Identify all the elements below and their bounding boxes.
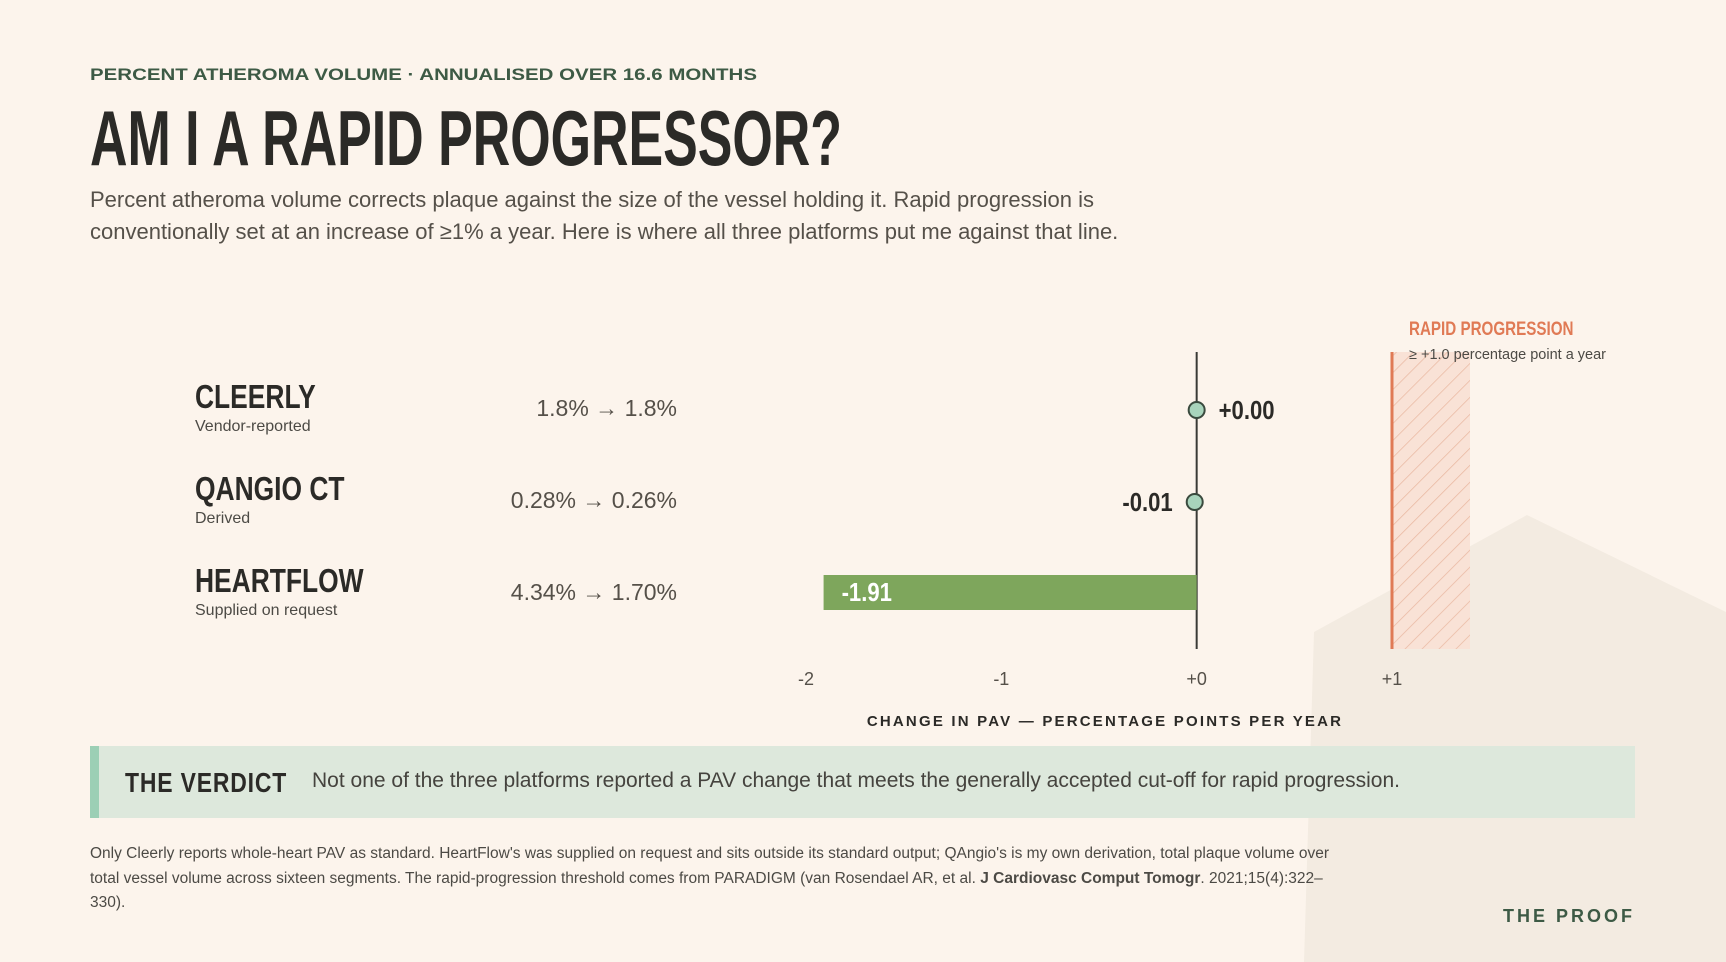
x-tick-label: +1 (1382, 669, 1403, 689)
before-after: 4.34% → 1.70% (511, 579, 677, 605)
verdict-box: THE VERDICT Not one of the three platfor… (90, 746, 1635, 818)
category-note: Derived (195, 510, 250, 527)
threshold-band (1392, 352, 1470, 649)
category-note: Vendor-reported (195, 418, 311, 435)
dot (1187, 401, 1206, 419)
footnote-text: Only Cleerly reports whole-heart PAV as … (90, 845, 1330, 887)
bar (823, 575, 1197, 610)
verdict-text: Not one of the three platforms reported … (312, 769, 1400, 792)
x-axis-label: CHANGE IN PAV — PERCENTAGE POINTS PER YE… (867, 713, 1343, 730)
category-label: QANGIO CT (195, 471, 345, 507)
category-label: CLEERLY (195, 379, 316, 415)
eyebrow: PERCENT ATHEROMA VOLUME · ANNUALISED OVE… (90, 65, 757, 84)
decor-hexagon (1304, 515, 1726, 962)
x-tick-label: -1 (993, 669, 1009, 689)
value-label: -1.91 (842, 578, 892, 607)
before-after: 0.28% → 0.26% (511, 487, 677, 513)
verdict-label: THE VERDICT (125, 767, 288, 798)
footnote: Only Cleerly reports whole-heart PAV as … (90, 842, 1350, 916)
category-note: Supplied on request (195, 602, 338, 619)
category-label: HEARTFLOW (195, 563, 364, 599)
footnote-journal: J Cardiovasc Comput Tomogr (980, 869, 1201, 887)
threshold-note: ≥ +1.0 percentage point a year (1409, 347, 1606, 363)
footnote-text: . 2021;15(4):322–330). (90, 869, 1323, 912)
subtitle: Percent atheroma volume corrects plaque … (90, 187, 1119, 244)
x-tick-label: -2 (798, 669, 814, 689)
value-label: -0.01 (1122, 488, 1172, 517)
threshold-label: RAPID PROGRESSION (1409, 317, 1574, 339)
dot (1185, 493, 1204, 511)
before-after: 1.8% → 1.8% (536, 395, 677, 421)
chart: RAPID PROGRESSION ≥ +1.0 percentage point… (195, 317, 1606, 730)
title: AM I A RAPID PROGRESSOR? (90, 94, 842, 182)
brand: THE PROOF (1502, 906, 1635, 926)
value-label: +0.00 (1219, 396, 1275, 425)
x-tick-label: +0 (1186, 669, 1207, 689)
